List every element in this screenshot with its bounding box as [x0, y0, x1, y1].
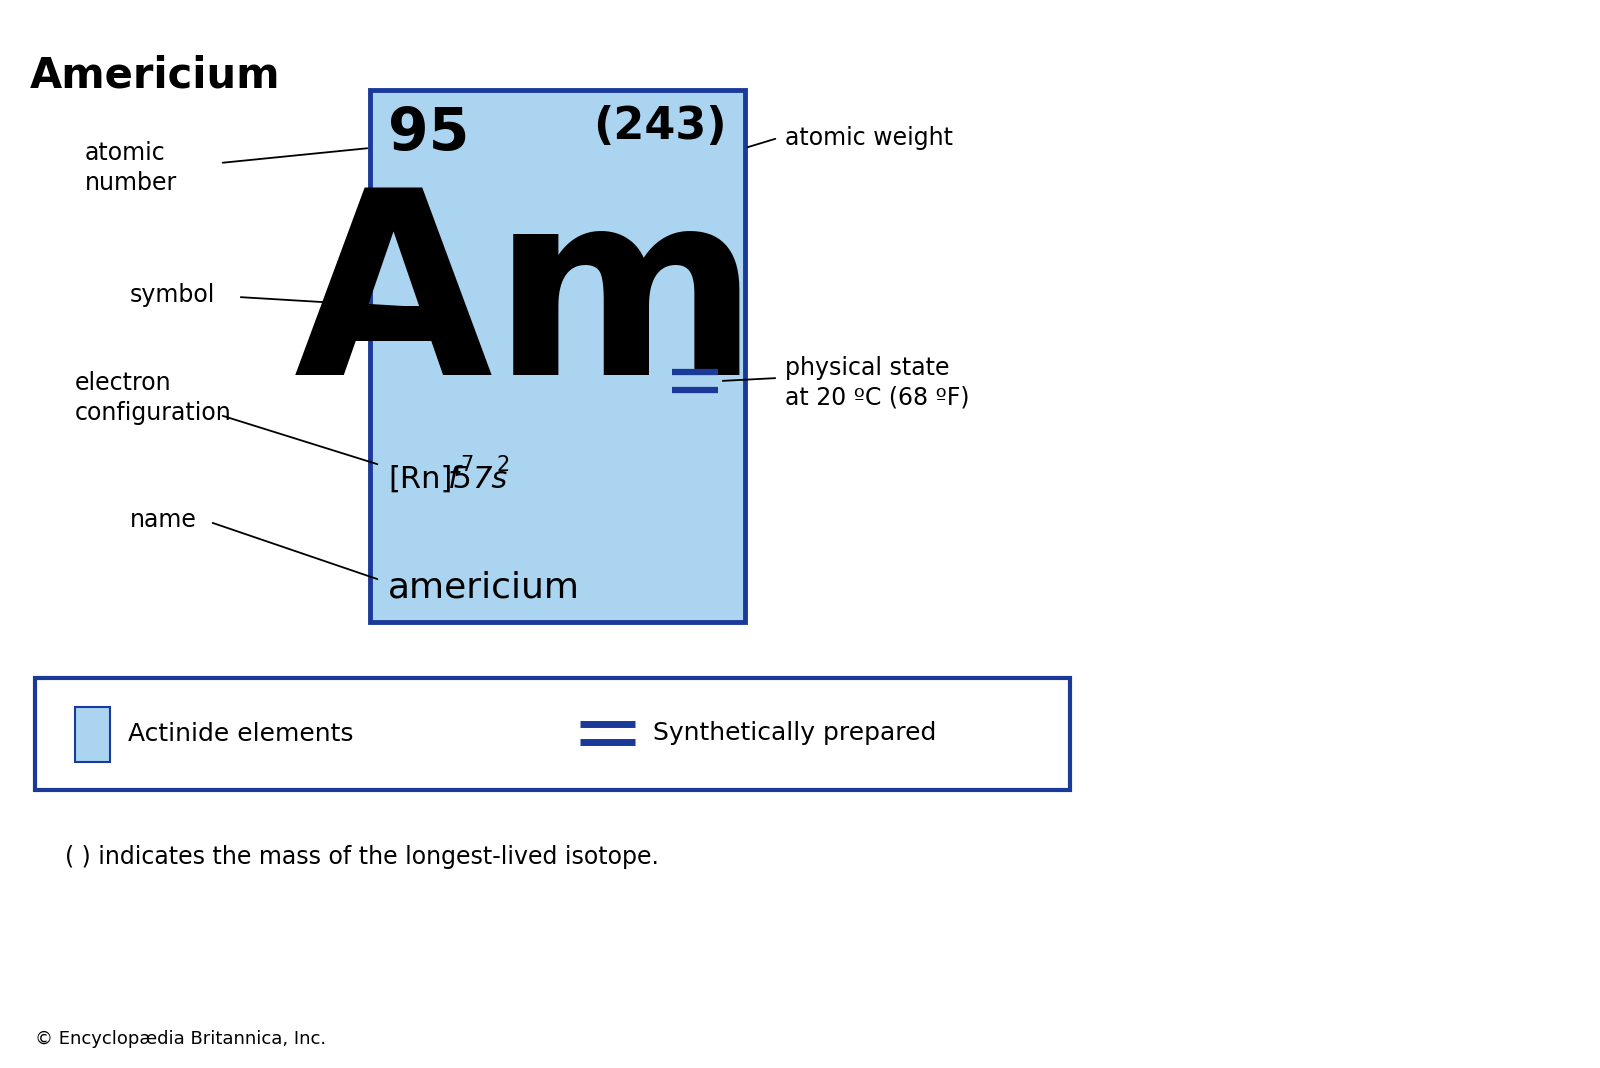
Text: atomic
number: atomic number: [85, 141, 178, 194]
Text: 2: 2: [498, 455, 510, 475]
Text: 95: 95: [387, 105, 469, 162]
Text: americium: americium: [387, 570, 579, 604]
Bar: [370, 90, 746, 622]
Text: f: f: [448, 465, 459, 494]
Text: name: name: [130, 508, 197, 532]
Text: electron
configuration: electron configuration: [75, 372, 232, 425]
Text: Americium: Americium: [30, 54, 280, 97]
Text: physical state
at 20 ºC (68 ºF): physical state at 20 ºC (68 ºF): [786, 356, 970, 410]
Text: Synthetically prepared: Synthetically prepared: [653, 721, 936, 745]
Bar: [35, 678, 1070, 790]
Text: 7s: 7s: [472, 465, 507, 494]
Text: (243): (243): [594, 105, 726, 148]
Text: 7: 7: [461, 455, 474, 475]
Text: Actinide elements: Actinide elements: [128, 722, 354, 747]
Text: atomic weight: atomic weight: [786, 126, 954, 150]
Bar: [75, 707, 110, 761]
Text: Am: Am: [294, 180, 762, 428]
Text: symbol: symbol: [130, 283, 216, 307]
Text: ( ) indicates the mass of the longest-lived isotope.: ( ) indicates the mass of the longest-li…: [66, 845, 659, 869]
Text: © Encyclopædia Britannica, Inc.: © Encyclopædia Britannica, Inc.: [35, 1030, 326, 1048]
Text: [Rn]5: [Rn]5: [387, 465, 472, 494]
